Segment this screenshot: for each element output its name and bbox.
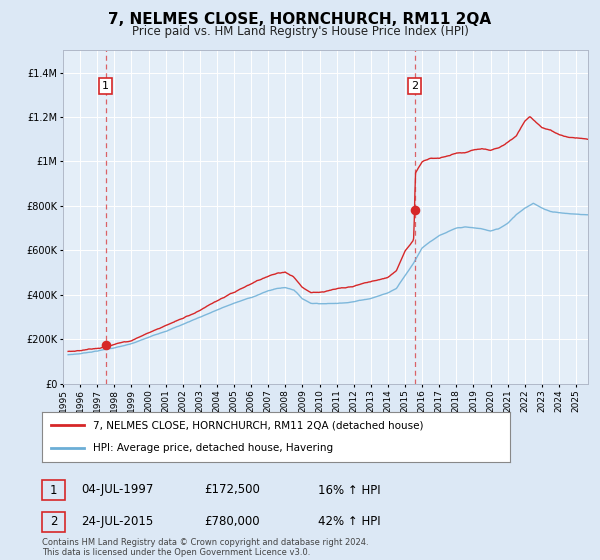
Point <box>410 206 419 215</box>
Text: 7, NELMES CLOSE, HORNCHURCH, RM11 2QA (detached house): 7, NELMES CLOSE, HORNCHURCH, RM11 2QA (d… <box>94 420 424 430</box>
Text: 16% ↑ HPI: 16% ↑ HPI <box>318 483 380 497</box>
Text: HPI: Average price, detached house, Havering: HPI: Average price, detached house, Have… <box>94 444 334 454</box>
Text: 04-JUL-1997: 04-JUL-1997 <box>81 483 154 497</box>
Text: 2: 2 <box>50 515 57 529</box>
Point <box>101 341 110 350</box>
Text: Contains HM Land Registry data © Crown copyright and database right 2024.
This d: Contains HM Land Registry data © Crown c… <box>42 538 368 557</box>
Text: 42% ↑ HPI: 42% ↑ HPI <box>318 515 380 529</box>
Text: 2: 2 <box>411 81 418 91</box>
Text: Price paid vs. HM Land Registry's House Price Index (HPI): Price paid vs. HM Land Registry's House … <box>131 25 469 38</box>
Text: £172,500: £172,500 <box>204 483 260 497</box>
Text: £780,000: £780,000 <box>204 515 260 529</box>
Text: 24-JUL-2015: 24-JUL-2015 <box>81 515 153 529</box>
Text: 1: 1 <box>50 483 57 497</box>
Text: 7, NELMES CLOSE, HORNCHURCH, RM11 2QA: 7, NELMES CLOSE, HORNCHURCH, RM11 2QA <box>109 12 491 27</box>
Text: 1: 1 <box>102 81 109 91</box>
